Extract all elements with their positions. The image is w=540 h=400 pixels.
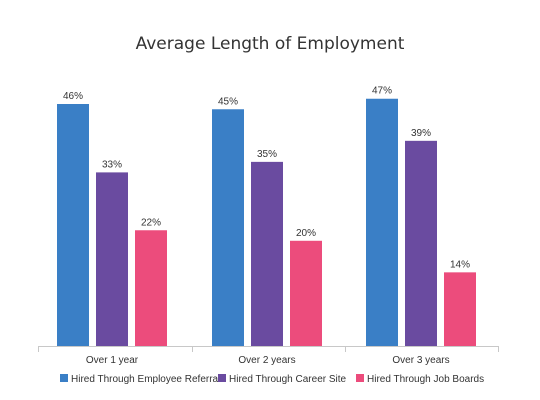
data-label: 22% bbox=[141, 217, 161, 228]
x-tick-label: Over 1 year bbox=[86, 355, 139, 366]
legend-entry: Hired Through Job Boards bbox=[367, 374, 484, 385]
bar bbox=[212, 109, 244, 347]
x-tick-label: Over 2 years bbox=[238, 355, 295, 366]
data-label: 14% bbox=[450, 259, 470, 270]
data-label: 20% bbox=[296, 228, 316, 239]
x-tick-label: Over 3 years bbox=[392, 355, 449, 366]
data-label: 33% bbox=[102, 159, 122, 170]
bar bbox=[290, 240, 322, 346]
legend-swatch bbox=[60, 374, 68, 382]
data-label: 46% bbox=[63, 91, 83, 102]
legend-swatch bbox=[218, 374, 226, 382]
bar bbox=[57, 104, 89, 346]
data-label: 39% bbox=[411, 128, 431, 139]
bar bbox=[405, 140, 437, 346]
bar bbox=[96, 172, 128, 346]
legend-swatch bbox=[356, 374, 364, 382]
data-label: 47% bbox=[372, 86, 392, 97]
bar bbox=[251, 161, 283, 346]
legend-entry: Hired Through Employee Referral bbox=[71, 374, 220, 385]
legend-entry: Hired Through Career Site bbox=[229, 374, 347, 385]
data-label: 35% bbox=[257, 149, 277, 160]
data-label: 45% bbox=[218, 96, 238, 107]
bar bbox=[444, 272, 476, 346]
chart-title: Average Length of Employment bbox=[135, 34, 405, 54]
bar bbox=[135, 230, 167, 346]
bar bbox=[366, 98, 398, 346]
